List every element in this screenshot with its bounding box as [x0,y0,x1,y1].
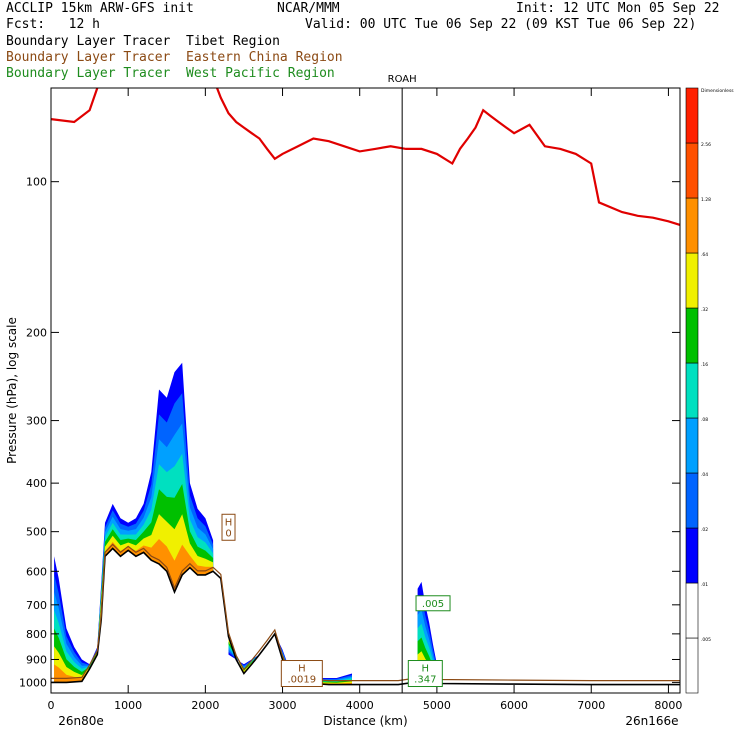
colorbar-swatch [685,527,699,584]
terrain-line [51,547,680,686]
x-tick-label: 4000 [346,699,374,712]
annotation-label: .347 [414,675,436,686]
annotation-box [221,513,236,541]
valid-time: Valid: 00 UTC Tue 06 Sep 22 (09 KST Tue … [305,17,697,32]
plume-band-tibet-plume-5 [54,514,214,683]
y-tick-label: 1000 [19,676,47,689]
forecast-hour: Fcst: 12 h [6,17,100,32]
annotation-label: 0 [225,528,231,539]
y-tick-label: 800 [26,628,47,641]
y-tick-label: 600 [26,565,47,578]
x-tick-label: 6000 [500,699,528,712]
colorbar-tick-label: .04 [701,472,708,478]
colorbar-swatch [685,417,699,474]
colorbar-tick-label: .08 [701,417,708,423]
colorbar-swatch [685,252,699,309]
x-tick-label: 1000 [114,699,142,712]
annotation-label: .0019 [288,675,317,686]
colorbar-swatch [685,307,699,364]
y-tick-label: 300 [26,415,47,428]
right-endpoint-label: 26n166e [625,714,678,728]
colorbar-tick-label: .01 [701,582,708,588]
y-axis-title: Pressure (hPa), log scale [5,317,19,464]
y-tick-label: 700 [26,599,47,612]
colorbar-tick-label: 2.56 [701,142,711,148]
colorbar-tick-label: .64 [701,252,708,258]
colorbar-tick-label: Dimensionless [701,88,734,94]
colorbar-swatch [685,362,699,419]
colorbar-swatch [685,472,699,529]
left-endpoint-label: 26n80e [58,714,104,728]
annotation-label: H [298,664,306,675]
legend-west-pacific: Boundary Layer Tracer West Pacific Regio… [6,66,335,81]
x-tick-label: 5000 [423,699,451,712]
colorbar-swatch [685,142,699,199]
init-time: Init: 12 UTC Mon 05 Sep 22 [516,1,720,16]
org-label: NCAR/MMM [277,1,340,16]
annotation-box [415,595,451,612]
legend-eastern-china: Boundary Layer Tracer Eastern China Regi… [6,50,343,65]
x-tick-label: 2000 [191,699,219,712]
annotation-label: H [422,664,430,675]
colorbar-tick-label: .32 [701,307,708,313]
x-axis-title: Distance (km) [323,714,407,728]
x-tick-label: 8000 [654,699,682,712]
x-tick-label: 7000 [577,699,605,712]
colorbar-tick-label: .02 [701,527,708,533]
colorbar-swatch [685,582,699,639]
y-tick-label: 500 [26,526,47,539]
annotation-box [407,660,443,688]
colorbar-swatch [685,87,699,144]
x-tick-label: 0 [48,699,55,712]
eastern-china-contour-line [51,543,680,682]
colorbar-swatch [685,197,699,254]
roah-marker-label: ROAH [388,74,417,85]
y-tick-label: 200 [26,326,47,339]
y-tick-label: 100 [26,176,47,189]
tropopause-line [51,88,680,226]
legend-tibet: Boundary Layer Tracer Tibet Region [6,34,280,49]
plume-band-tibet-plume-6 [54,539,214,683]
x-tick-label: 3000 [269,699,297,712]
plot-frame [50,87,681,694]
y-tick-label: 900 [26,653,47,666]
colorbar-swatch [685,637,699,694]
annotation-label: H [225,517,233,528]
model-title: ACCLIP 15km ARW-GFS init [6,1,194,16]
colorbar-tick-label: 1.28 [701,197,711,203]
y-tick-label: 400 [26,477,47,490]
colorbar-tick-label: .16 [701,362,708,368]
annotation-label: .005 [422,599,444,610]
annotation-box [280,660,323,688]
colorbar-tick-label: .005 [701,637,711,643]
